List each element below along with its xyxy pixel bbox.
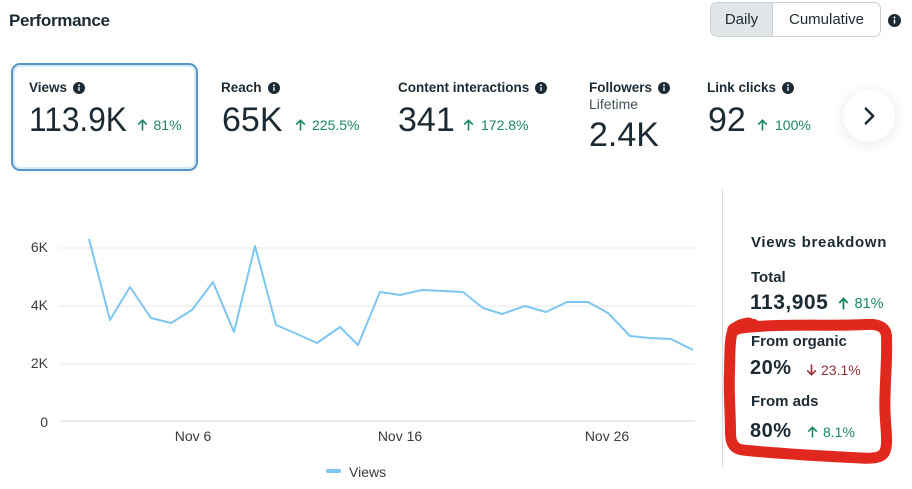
svg-text:Nov 6: Nov 6 (175, 428, 212, 444)
svg-text:6K: 6K (31, 239, 49, 255)
svg-text:0: 0 (40, 414, 48, 430)
svg-text:Nov 26: Nov 26 (585, 428, 630, 444)
svg-text:2K: 2K (31, 355, 49, 371)
svg-text:4K: 4K (31, 297, 49, 313)
svg-text:Nov 16: Nov 16 (378, 428, 423, 444)
svg-text:Views: Views (349, 464, 386, 480)
